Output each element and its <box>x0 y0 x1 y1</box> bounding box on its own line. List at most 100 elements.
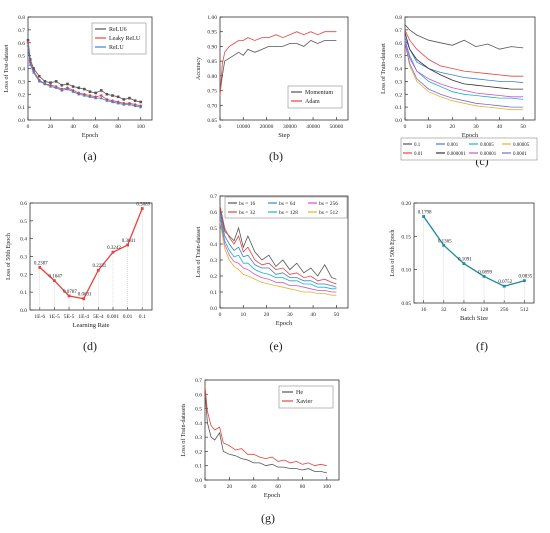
data-point <box>37 74 41 78</box>
x-axis-label: Epoch <box>82 132 99 139</box>
y-tick-label: 0.85 <box>207 59 217 65</box>
data-point <box>38 266 42 269</box>
data-point <box>133 99 137 102</box>
series-line-d-0 <box>39 208 143 300</box>
data-point <box>54 80 58 83</box>
series-line-g-1 <box>204 385 327 467</box>
y-tick-label: 0.5 <box>20 219 27 225</box>
data-point <box>140 207 144 210</box>
data-point <box>122 98 126 101</box>
series-line-e-2 <box>219 211 337 288</box>
y-tick-label: 0.0 <box>210 306 217 312</box>
data-point <box>523 279 526 283</box>
y-axis-label: Accuracy <box>196 57 202 80</box>
legend: Momentum Adam <box>287 85 343 109</box>
series-line-c-0 <box>404 24 524 50</box>
series-line-b-0 <box>219 40 337 94</box>
x-tick-label: 20 <box>450 124 456 130</box>
data-point <box>111 250 115 254</box>
x-tick-label: 0 <box>219 312 222 318</box>
x-tick-label: 50000 <box>329 124 343 130</box>
legend-entry: Adam <box>305 99 320 105</box>
legend: 0.1 0.001 0.0005 0.00005 0.01 0.000001 0.00001… <box>400 137 538 161</box>
y-tick-label: 0.7 <box>210 194 217 200</box>
panel-label: (f) <box>476 339 488 353</box>
legend-entry: 0.00001 <box>480 152 497 157</box>
data-point <box>116 95 120 99</box>
y-tick-label: 0.0 <box>18 118 25 124</box>
y-tick-label: 0.1 <box>20 290 27 296</box>
data-label: 0.0899 <box>478 270 492 275</box>
y-axis-label: Loss of Train-datasets <box>180 403 187 457</box>
y-tick-label: 0.2 <box>210 274 217 280</box>
data-point <box>77 86 81 90</box>
x-tick-label: 20 <box>48 124 54 130</box>
y-tick-label: 0.5 <box>395 54 402 60</box>
plot-frame <box>413 202 535 304</box>
x-tick-label: 256 <box>500 307 509 313</box>
legend: ReLU6 Leaky ReLU ReLU <box>91 22 147 55</box>
y-tick-label: 0.0 <box>395 118 402 124</box>
data-label: 0.2387 <box>34 261 48 266</box>
y-tick-label: 0.3 <box>195 435 202 441</box>
data-point <box>442 243 446 247</box>
x-tick-label: 10 <box>241 312 247 318</box>
series-line-e-1 <box>219 205 337 285</box>
data-point <box>37 79 41 83</box>
legend-entry: 0.001 <box>447 143 459 148</box>
x-tick-label: 0 <box>404 124 407 130</box>
y-tick-label: 0.7 <box>18 28 25 34</box>
panel-label: (b) <box>269 149 283 163</box>
y-tick-label: 0.70 <box>207 103 217 109</box>
data-point <box>482 275 486 278</box>
data-label: 0.0752 <box>498 280 512 285</box>
y-tick-label: 0.7 <box>395 28 402 34</box>
y-tick-label: 0.1 <box>395 105 402 111</box>
data-point <box>26 43 30 47</box>
series-line-g-0 <box>204 391 327 474</box>
data-point <box>49 84 53 88</box>
data-label: 0.3242 <box>107 246 121 251</box>
data-point <box>54 86 58 89</box>
data-label: 0.1798 <box>418 210 432 215</box>
legend: bs = 16 bs = 32 bs = 64 bs = 128 bs = 256 bs … <box>224 196 348 219</box>
y-tick-label: 0.2 <box>395 92 402 98</box>
series-line-c-7 <box>404 42 524 108</box>
panel-label: (d) <box>83 339 97 353</box>
x-tick-label: 100 <box>323 484 332 490</box>
series-line-c-5 <box>404 32 524 90</box>
x-tick-label: 40 <box>497 124 503 130</box>
chart-f: 0.05 0.10 0.15 0.20 16 32 64 128 256 512 Batch Siz… <box>389 201 535 353</box>
data-point <box>133 104 137 107</box>
data-point <box>49 81 52 84</box>
data-point <box>26 38 30 42</box>
data-point <box>71 85 75 88</box>
chart-d: 0.0 0.1 0.2 0.3 0.4 0.5 0.6 1E-6 1E-5 5E-5 1E-4 5E-… <box>5 201 153 353</box>
y-tick-label: 0.90 <box>207 44 217 50</box>
y-tick-label: 0.5 <box>210 226 217 232</box>
y-tick-label: 0.2 <box>195 449 202 455</box>
y-tick-label: 1.00 <box>207 15 217 21</box>
legend-entry: Momentum <box>305 90 333 96</box>
y-tick-label: 0.95 <box>207 30 217 36</box>
y-tick-label: 0.20 <box>401 201 411 207</box>
plot-frame <box>219 195 349 309</box>
legend-entry: bs = 512 <box>319 210 338 216</box>
x-tick-label: 40 <box>70 124 76 130</box>
series-line-a-1 <box>27 42 141 107</box>
data-point <box>127 102 131 106</box>
x-tick-label: 0 <box>219 124 222 130</box>
series-line-a-2 <box>27 45 141 108</box>
panel-label: (a) <box>83 149 96 163</box>
y-tick-label: 0.65 <box>207 118 217 124</box>
data-point <box>99 96 103 100</box>
x-tick-label: 16 <box>421 307 427 313</box>
data-point <box>422 215 425 218</box>
plot-frame <box>204 379 340 481</box>
legend-entry: 0.0005 <box>480 143 494 148</box>
x-tick-label: 5E-4 <box>93 314 104 320</box>
x-tick-label: 512 <box>520 307 529 313</box>
data-label: 0.0631 <box>78 293 92 298</box>
y-axis-label: Loss of 50th Epoch <box>5 233 12 280</box>
